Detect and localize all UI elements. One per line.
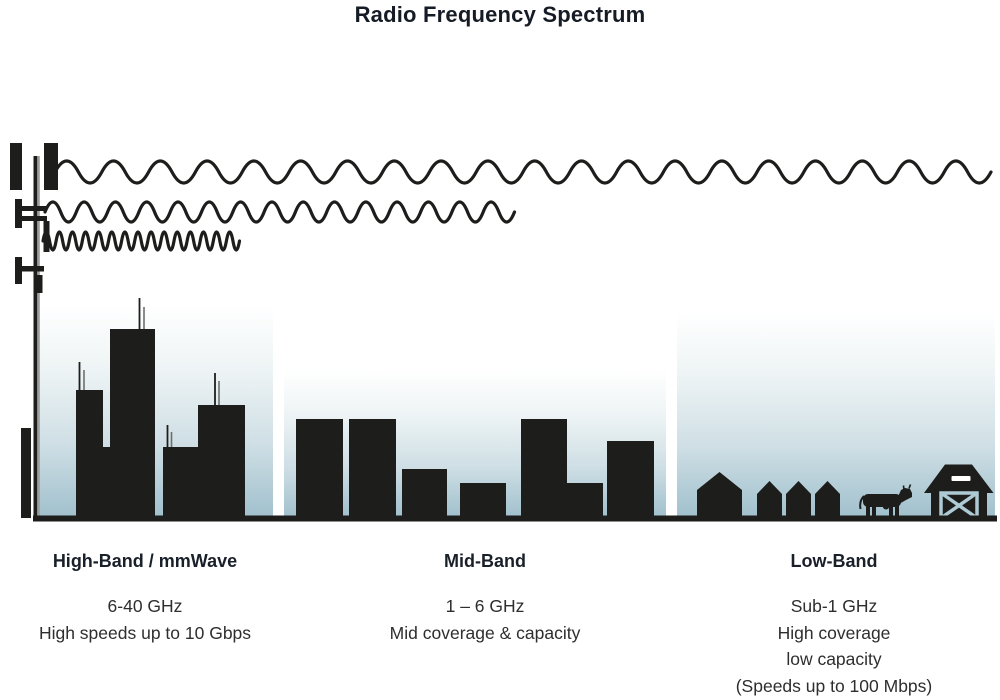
high-frequency-wave <box>41 230 242 252</box>
ground-line <box>33 515 997 522</box>
low-band-heading: Low-Band <box>790 551 878 571</box>
low-band-farm <box>697 464 994 520</box>
low-band-frequency: Sub-1 GHz <box>790 596 878 616</box>
mid-band-frequency: 1 – 6 GHz <box>445 596 525 616</box>
low-band-coverage: High coverage <box>777 622 891 643</box>
barn-icon <box>924 464 994 520</box>
high-band-speed: High speeds up to 10 Gbps <box>38 622 252 643</box>
radio-waves <box>41 159 993 252</box>
high-band-details: 6-40 GHz High speeds up to 10 Gbps <box>20 593 270 646</box>
high-band-city <box>76 298 245 518</box>
mid-band-coverage: Mid coverage & capacity <box>389 622 581 643</box>
page-title: Radio Frequency Spectrum <box>354 2 646 27</box>
mid-band-details: 1 – 6 GHz Mid coverage & capacity <box>360 593 610 646</box>
low-band-label: Low-Band Sub-1 GHz High coverage low cap… <box>709 551 959 699</box>
low-frequency-wave <box>53 159 993 185</box>
house-icon <box>757 481 782 518</box>
mid-band-heading: Mid-Band <box>444 551 526 571</box>
mid-band-city <box>296 419 654 518</box>
house-icon <box>697 472 742 518</box>
cell-tower-icon <box>10 143 58 518</box>
high-band-frequency: 6-40 GHz <box>107 596 183 616</box>
high-band-label: High-Band / mmWave 6-40 GHz High speeds … <box>20 551 270 646</box>
house-icon <box>786 481 811 518</box>
house-icon <box>815 481 840 518</box>
mid-frequency-wave <box>43 200 517 224</box>
barn-hayloft-window <box>951 476 971 481</box>
low-band-capacity: low capacity <box>786 649 882 669</box>
rooftop-antenna-icons <box>78 298 220 447</box>
low-band-details: Sub-1 GHz High coverage low capacity (Sp… <box>709 593 959 699</box>
cow-icon <box>859 484 912 518</box>
mid-band-label: Mid-Band 1 – 6 GHz Mid coverage & capaci… <box>360 551 610 646</box>
low-band-speed: (Speeds up to 100 Mbps) <box>735 675 933 696</box>
high-band-heading: High-Band / mmWave <box>52 551 238 571</box>
